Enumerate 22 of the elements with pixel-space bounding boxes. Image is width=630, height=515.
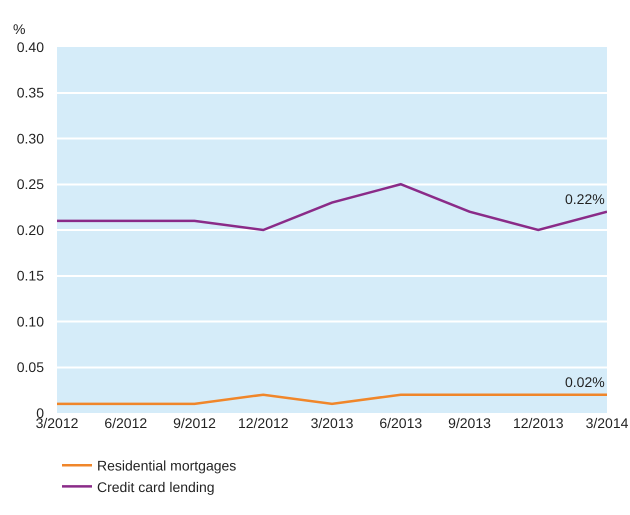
y-axis-title: % — [13, 21, 26, 37]
y-tick-label: 0.30 — [16, 130, 44, 146]
annotation: 0.22% — [565, 191, 605, 207]
x-tick-label: 12/2013 — [512, 415, 564, 431]
y-tick-label: 0.20 — [16, 222, 44, 238]
x-tick-label: 3/2013 — [310, 415, 354, 431]
legend-label: Residential mortgages — [97, 458, 236, 474]
y-tick-label: 0.40 — [16, 38, 44, 55]
annotation: 0.02% — [565, 374, 605, 390]
y-tick-label: 0.05 — [16, 359, 44, 376]
y-tick-label: 0.10 — [16, 313, 44, 330]
y-tick-label: 0.15 — [16, 268, 44, 284]
legend-label: Credit card lending — [97, 478, 215, 495]
x-tick-label: 6/2012 — [104, 415, 148, 431]
y-tick-label: 0.35 — [16, 84, 44, 101]
x-tick-label: 12/2012 — [238, 415, 289, 431]
x-tick-label: 6/2013 — [379, 415, 422, 431]
x-tick-label: 9/2013 — [448, 415, 492, 431]
line-series — [57, 183, 607, 232]
x-tick-label: 3/2014 — [586, 415, 629, 431]
y-tick-label: 0.25 — [16, 176, 44, 192]
x-tick-label: 9/2012 — [173, 415, 216, 431]
